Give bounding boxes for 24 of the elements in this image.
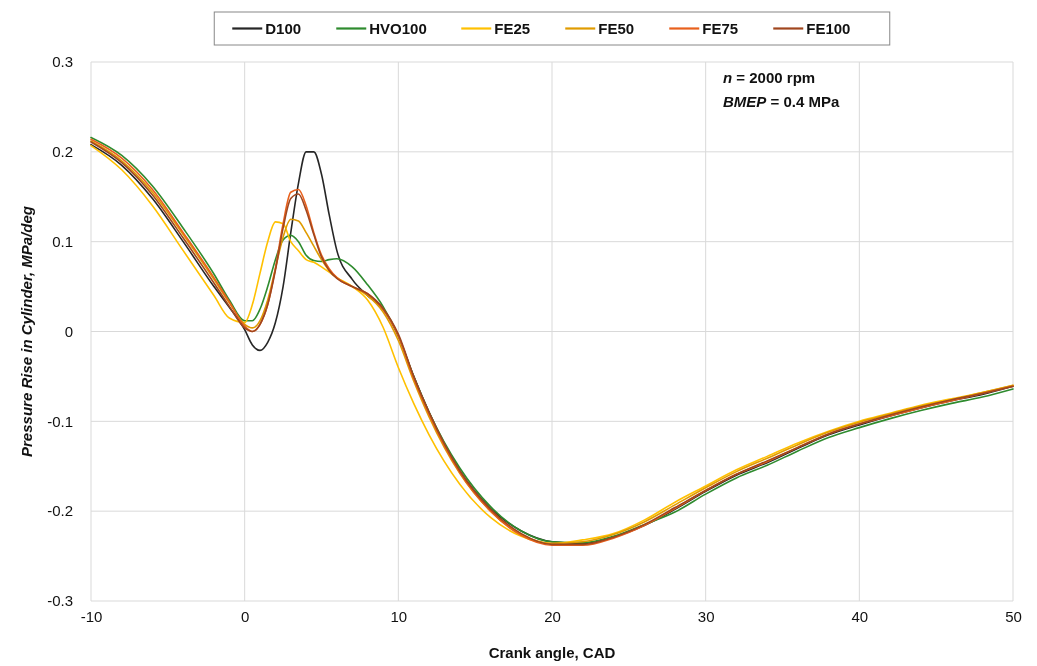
y-tick-label: -0.3 [47, 592, 73, 610]
y-axis-title: Pressure Rise in Cylinder, MPa/deg [18, 206, 35, 457]
y-tick-label: 0.3 [52, 53, 73, 71]
annotation: BMEP = 0.4 MPa [723, 93, 840, 110]
x-tick-label: 40 [851, 607, 869, 625]
y-tick-label: -0.1 [47, 412, 73, 430]
x-tick-label: 30 [697, 607, 715, 625]
x-tick-label: 10 [390, 607, 408, 625]
x-tick-label: 20 [544, 607, 561, 625]
legend-label: HVO100 [369, 20, 427, 37]
x-tick-label: -10 [80, 607, 103, 625]
legend-label: FE25 [494, 20, 531, 37]
y-tick-label: -0.2 [47, 502, 73, 520]
annotation: n = 2000 rpm [723, 69, 816, 86]
x-axis-title: Crank angle, CAD [488, 644, 616, 661]
y-tick-label: 0 [64, 322, 73, 340]
x-tick-label: 50 [1005, 607, 1022, 625]
x-tick-label: 0 [240, 607, 250, 625]
y-tick-label: 0.1 [52, 232, 73, 250]
legend-label: FE100 [806, 20, 851, 37]
y-tick-label: 0.2 [52, 143, 73, 161]
legend-label: FE50 [598, 20, 635, 37]
legend-label: FE75 [702, 20, 739, 37]
legend-label: D100 [265, 20, 302, 37]
